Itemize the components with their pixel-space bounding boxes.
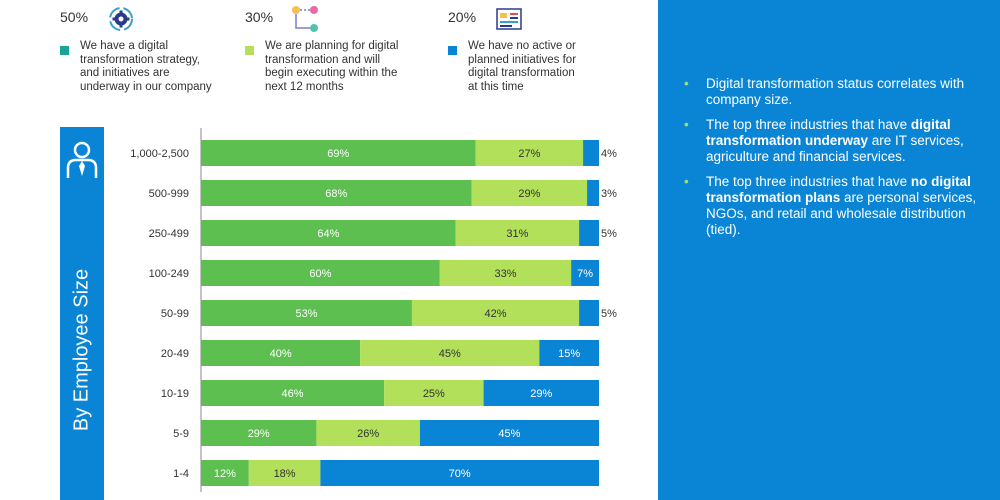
category-label: 20-49: [161, 348, 189, 360]
bar-segment: [360, 340, 540, 366]
data-label: 70%: [449, 468, 471, 480]
bar-segment: [571, 260, 599, 286]
bar-segment: [320, 460, 599, 486]
data-label: 33%: [494, 268, 516, 280]
bar-segment: [316, 420, 420, 446]
side-label-bar: [60, 127, 104, 500]
data-label: 29%: [530, 388, 552, 400]
insights-list: Digital transformation status correlates…: [684, 76, 984, 247]
bar-segment: [201, 380, 385, 406]
blueprint-icon: [496, 8, 522, 30]
category-label: 1,000-2,500: [130, 148, 189, 160]
data-label: 68%: [325, 188, 347, 200]
category-label: 100-249: [149, 268, 189, 280]
legend-none-pct: 20%: [448, 9, 477, 25]
legend-none-text: We have no active or planned initiatives …: [468, 40, 577, 93]
legend-planning-text: We are planning for digital transformatio…: [265, 40, 399, 93]
bar-segment: [411, 300, 580, 326]
legend-underway-swatch: [60, 46, 69, 55]
category-label: 1-4: [173, 468, 189, 480]
data-label: 4%: [601, 148, 617, 160]
gear-cycle-icon: [109, 7, 133, 31]
legend-planning-pct: 30%: [245, 9, 274, 25]
data-label: 69%: [327, 148, 349, 160]
stacked-bar-chart: 1,000-2,500 69% 27% 4% 500-999 68% 29% 3% 250-49…: [130, 128, 617, 492]
data-label: 31%: [506, 228, 528, 240]
bar-segment: [384, 380, 484, 406]
data-label: 64%: [317, 228, 339, 240]
bar-segment: [201, 300, 412, 326]
data-label: 7%: [577, 268, 593, 280]
bar-segment: [579, 300, 599, 326]
data-label: 42%: [485, 308, 507, 320]
data-label: 5%: [601, 228, 617, 240]
data-label: 60%: [309, 268, 331, 280]
bar-segment: [483, 380, 599, 406]
data-label: 29%: [248, 428, 270, 440]
bar-segment: [201, 420, 317, 446]
category-label: 50-99: [161, 308, 189, 320]
insight-bullet: The top three industries that have digit…: [684, 117, 984, 165]
legend-none-swatch: [448, 46, 457, 55]
bar-segment: [201, 260, 440, 286]
insight-bullet: The top three industries that have no di…: [684, 174, 984, 238]
bar-segment: [579, 220, 599, 246]
data-label: 26%: [357, 428, 379, 440]
bar-segment: [201, 460, 249, 486]
data-label: 15%: [558, 348, 580, 360]
data-label: 45%: [439, 348, 461, 360]
bar-segment: [201, 340, 361, 366]
bar-segment: [475, 140, 584, 166]
category-label: 10-19: [161, 388, 189, 400]
bar-segment: [201, 140, 476, 166]
data-label: 12%: [214, 468, 236, 480]
bar-segment: [248, 460, 321, 486]
legend-underway-pct: 50%: [60, 9, 89, 25]
data-label: 53%: [295, 308, 317, 320]
bar-segment: [539, 340, 599, 366]
person-icon: [66, 141, 98, 178]
bar-segment: [583, 140, 599, 166]
bar-segment: [587, 180, 599, 206]
plan-flow-icon: [292, 6, 318, 32]
data-label: 25%: [423, 388, 445, 400]
legend-planning-swatch: [245, 46, 254, 55]
bar-segment: [439, 260, 572, 286]
bar-segment: [471, 180, 588, 206]
data-label: 45%: [498, 428, 520, 440]
insight-bullet: Digital transformation status correlates…: [684, 76, 984, 108]
legend-underway-text: We have a digital transformation strategy…: [80, 40, 212, 93]
category-label: 500-999: [149, 188, 189, 200]
category-label: 250-499: [149, 228, 189, 240]
bar-segment: [455, 220, 580, 246]
bar-segment: [419, 420, 599, 446]
data-label: 29%: [518, 188, 540, 200]
insights-panel: [658, 0, 1000, 500]
data-label: 5%: [601, 308, 617, 320]
data-label: 18%: [274, 468, 296, 480]
data-label: 27%: [518, 148, 540, 160]
data-label: 40%: [270, 348, 292, 360]
bar-segment: [201, 180, 472, 206]
data-label: 46%: [282, 388, 304, 400]
data-label: 3%: [601, 188, 617, 200]
category-label: 5-9: [173, 428, 189, 440]
bar-segment: [201, 220, 456, 246]
